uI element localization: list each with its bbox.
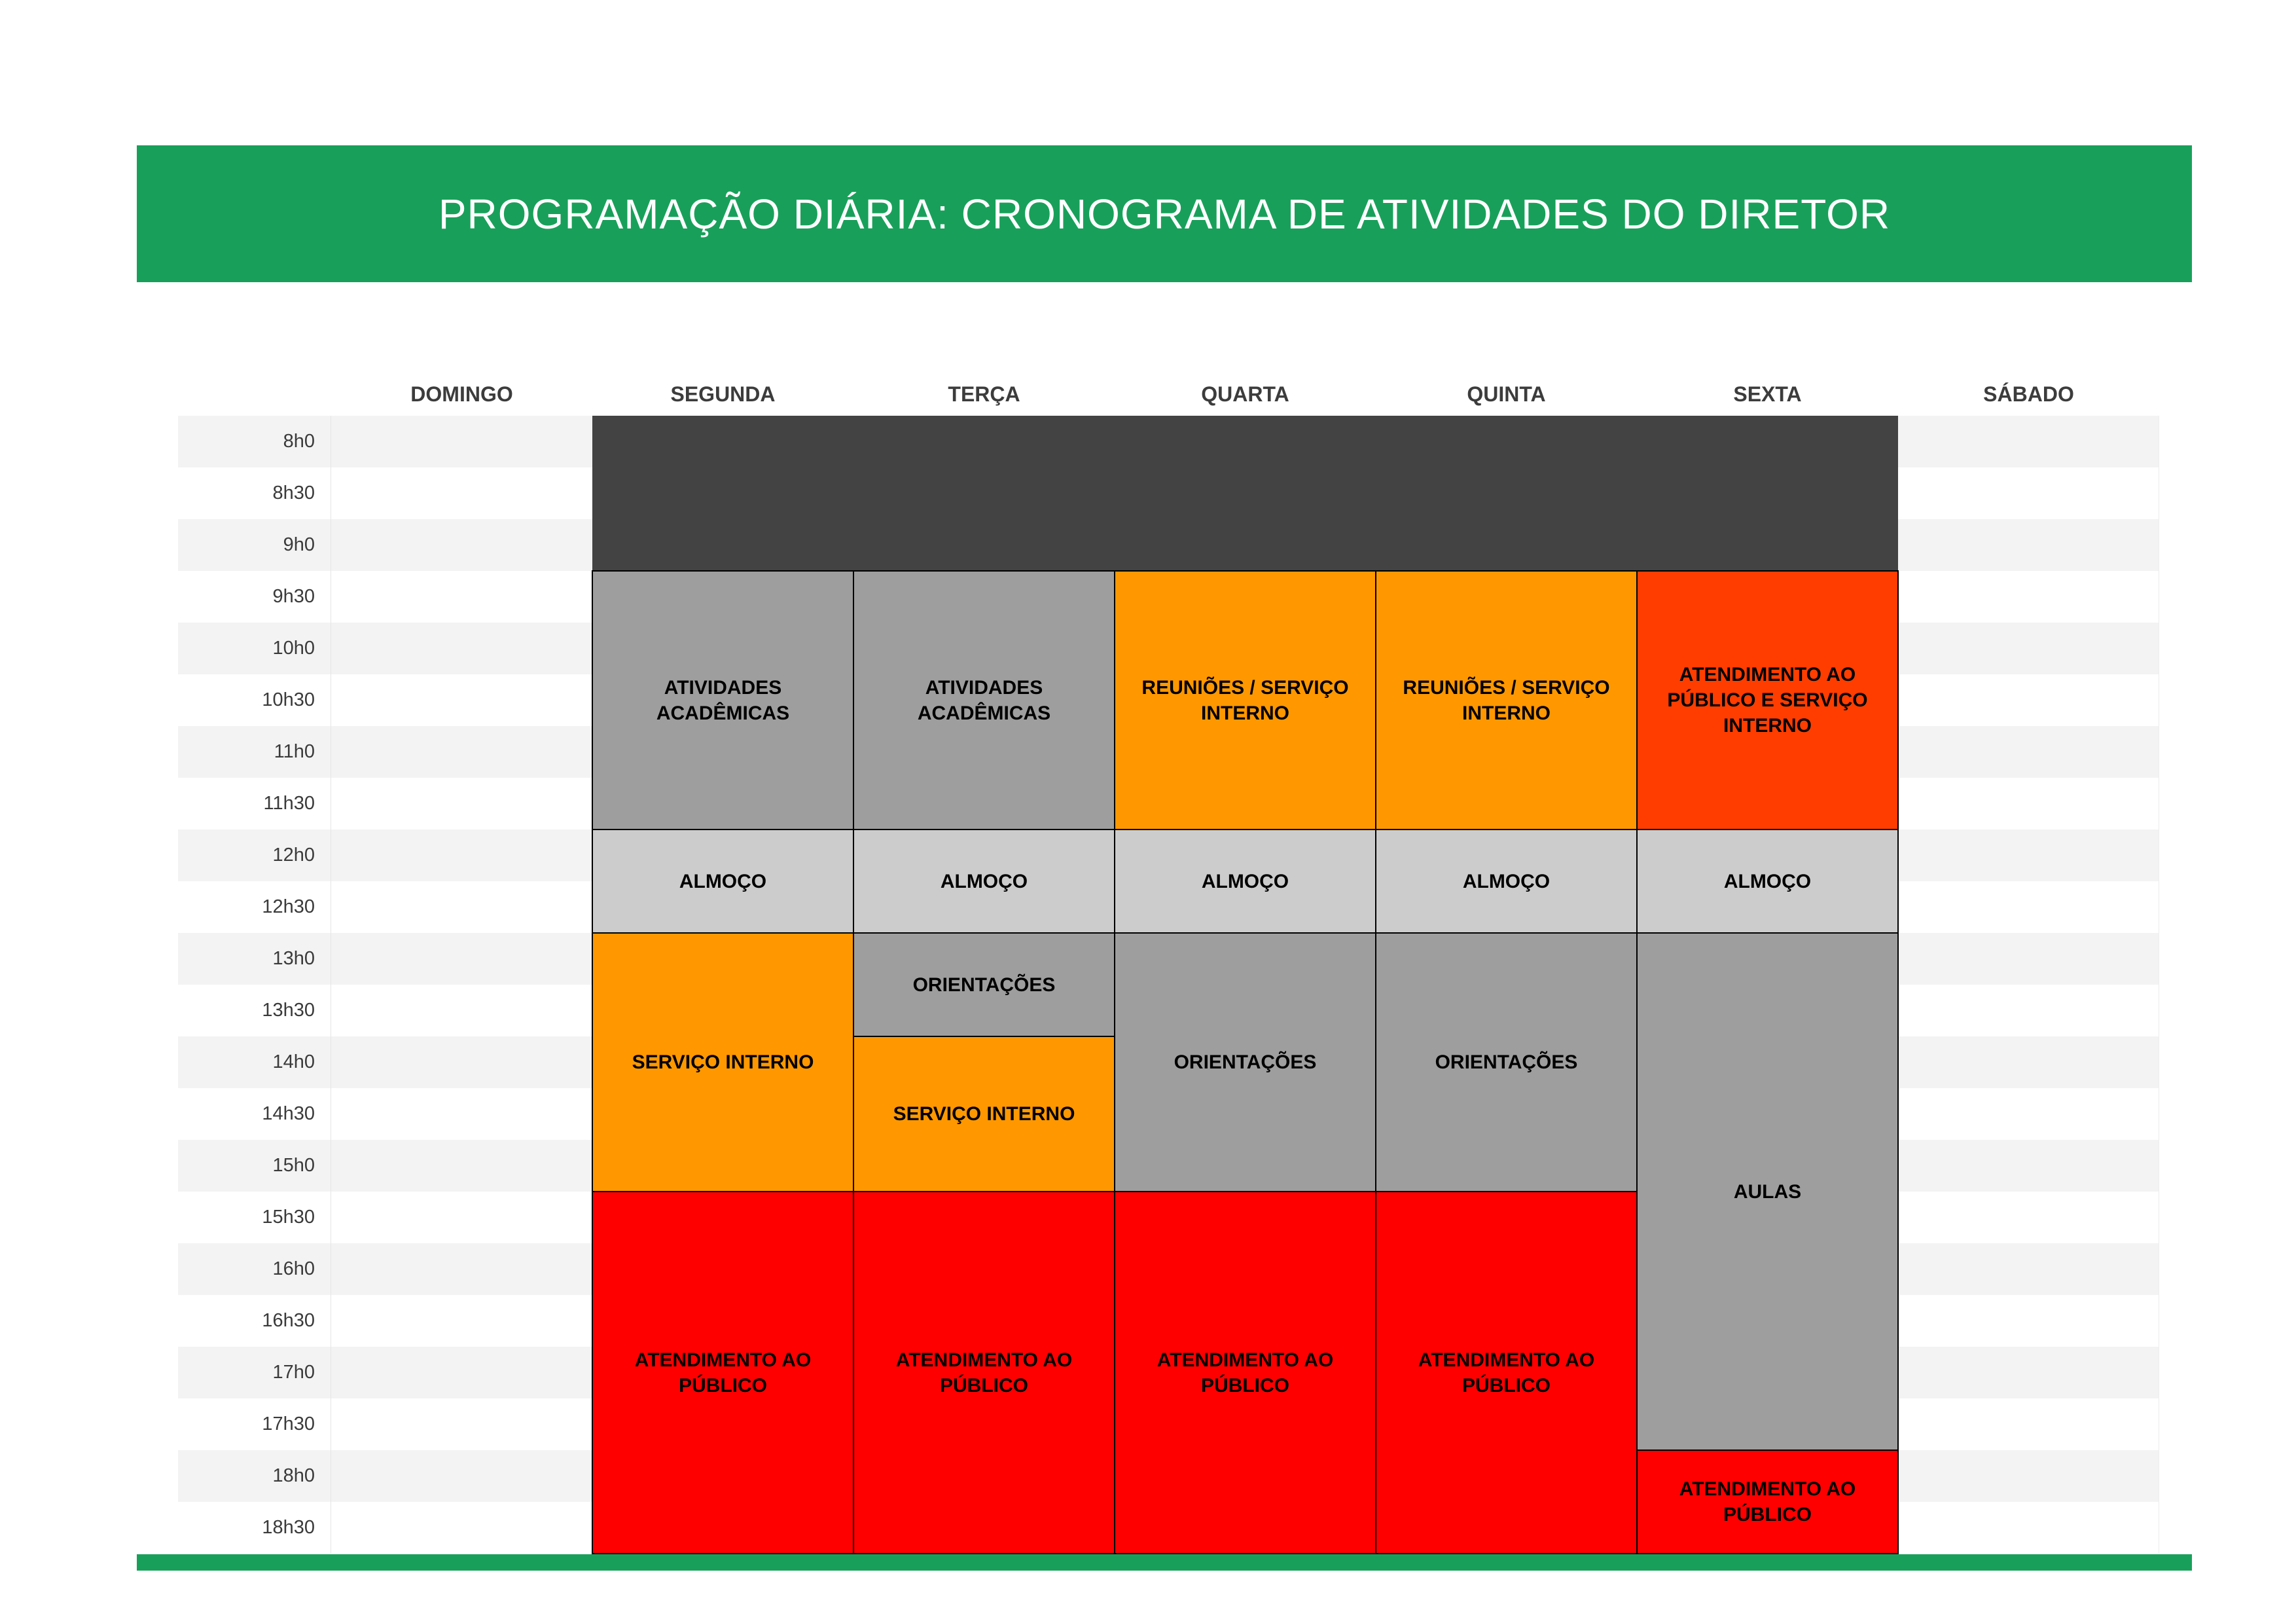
- weekly-schedule-grid: DOMINGO SEGUNDA TERÇA QUARTA QUINTA SEXTA SÁBA…: [178, 370, 2159, 1554]
- day-header-quinta: QUINTA: [1376, 370, 1637, 416]
- schedule-block-segunda-servico-interno: SERVIÇO INTERNO: [592, 932, 854, 1192]
- schedule-block-label: ALMOÇO: [940, 870, 1028, 892]
- time-label-10h30: 10h30: [178, 674, 331, 726]
- schedule-block-label: SERVIÇO INTERNO: [632, 1051, 814, 1073]
- day-header-segunda: SEGUNDA: [592, 370, 853, 416]
- schedule-block-label: ALMOÇO: [679, 870, 767, 892]
- time-label-12h30: 12h30: [178, 881, 331, 933]
- time-label-16h0: 16h0: [178, 1243, 331, 1295]
- schedule-block-label: REUNIÕES / SERVIÇO INTERNO: [1141, 676, 1349, 724]
- title-banner: PROGRAMAÇÃO DIÁRIA: CRONOGRAMA DE ATIVID…: [137, 145, 2192, 282]
- time-label-10h0: 10h0: [178, 623, 331, 674]
- schedule-block-quarta-atendimento-publico: ATENDIMENTO AO PÚBLICO: [1114, 1191, 1376, 1554]
- schedule-block-label: ATIVIDADES ACADÊMICAS: [917, 676, 1051, 724]
- schedule-block-label: AULAS: [1733, 1180, 1802, 1203]
- schedule-block-label: REUNIÕES / SERVIÇO INTERNO: [1403, 676, 1610, 724]
- schedule-block-terca-atendimento-publico: ATENDIMENTO AO PÚBLICO: [853, 1191, 1115, 1554]
- schedule-block-sexta-almoco: ALMOÇO: [1636, 829, 1899, 934]
- time-label-18h30: 18h30: [178, 1502, 331, 1554]
- schedule-block-sexta-atendimento-publico: ATENDIMENTO AO PÚBLICO: [1636, 1450, 1899, 1554]
- day-header-quarta: QUARTA: [1115, 370, 1376, 416]
- time-label-13h30: 13h30: [178, 985, 331, 1036]
- time-label-9h30: 9h30: [178, 571, 331, 623]
- schedule-block-segunda-atividades-academicas: ATIVIDADES ACADÊMICAS: [592, 570, 854, 830]
- schedule-block-label: ORIENTAÇÕES: [1174, 1051, 1317, 1073]
- schedule-block-label: ATENDIMENTO AO PÚBLICO: [1679, 1478, 1856, 1525]
- schedule-block-terca-servico-interno: SERVIÇO INTERNO: [853, 1036, 1115, 1192]
- day-header-terça: TERÇA: [853, 370, 1115, 416]
- time-label-14h0: 14h0: [178, 1036, 331, 1088]
- schedule-block-terca-almoco: ALMOÇO: [853, 829, 1115, 934]
- time-label-15h30: 15h30: [178, 1192, 331, 1243]
- time-label-11h30: 11h30: [178, 778, 331, 830]
- schedule-block-sexta-atendimento-publico-servico-interno: ATENDIMENTO AO PÚBLICO E SERVIÇO INTERNO: [1636, 570, 1899, 830]
- time-label-8h30: 8h30: [178, 467, 331, 519]
- schedule-block-segunda-almoco: ALMOÇO: [592, 829, 854, 934]
- schedule-block-label: ATIVIDADES ACADÊMICAS: [656, 676, 790, 724]
- schedule-block-terca-orientacoes: ORIENTAÇÕES: [853, 932, 1115, 1037]
- schedule-block-label: ATENDIMENTO AO PÚBLICO: [634, 1349, 812, 1396]
- bottom-green-bar: [137, 1554, 2192, 1571]
- page-title: PROGRAMAÇÃO DIÁRIA: CRONOGRAMA DE ATIVID…: [438, 190, 1891, 238]
- time-label-13h0: 13h0: [178, 933, 331, 985]
- schedule-block-quinta-almoco: ALMOÇO: [1375, 829, 1638, 934]
- time-label-17h0: 17h0: [178, 1347, 331, 1398]
- time-label-12h0: 12h0: [178, 830, 331, 881]
- time-label-18h0: 18h0: [178, 1450, 331, 1502]
- schedule-block-blocked-early-morning: [592, 416, 1898, 571]
- schedule-block-quinta-atendimento-publico: ATENDIMENTO AO PÚBLICO: [1375, 1191, 1638, 1554]
- schedule-block-quarta-reunioes-servico-interno: REUNIÕES / SERVIÇO INTERNO: [1114, 570, 1376, 830]
- time-label-16h30: 16h30: [178, 1295, 331, 1347]
- schedule-block-quinta-reunioes-servico-interno: REUNIÕES / SERVIÇO INTERNO: [1375, 570, 1638, 830]
- day-header-sábado: SÁBADO: [1898, 370, 2159, 416]
- schedule-block-sexta-aulas: AULAS: [1636, 932, 1899, 1451]
- schedule-block-label: ATENDIMENTO AO PÚBLICO: [1418, 1349, 1595, 1396]
- schedule-block-label: ATENDIMENTO AO PÚBLICO: [1157, 1349, 1334, 1396]
- schedule-block-label: ALMOÇO: [1462, 870, 1551, 892]
- day-header-sexta: SEXTA: [1637, 370, 1898, 416]
- schedule-block-quarta-almoco: ALMOÇO: [1114, 829, 1376, 934]
- schedule-block-label: ORIENTAÇÕES: [1435, 1051, 1578, 1073]
- schedule-block-quarta-orientacoes: ORIENTAÇÕES: [1114, 932, 1376, 1192]
- schedule-block-label: ORIENTAÇÕES: [912, 974, 1056, 996]
- schedule-block-terca-atividades-academicas: ATIVIDADES ACADÊMICAS: [853, 570, 1115, 830]
- time-label-17h30: 17h30: [178, 1398, 331, 1450]
- time-label-14h30: 14h30: [178, 1088, 331, 1140]
- schedule-block-label: ALMOÇO: [1201, 870, 1289, 892]
- time-label-8h0: 8h0: [178, 416, 331, 467]
- schedule-block-label: SERVIÇO INTERNO: [893, 1103, 1075, 1125]
- schedule-block-label: ATENDIMENTO AO PÚBLICO E SERVIÇO INTERNO: [1667, 664, 1868, 737]
- schedule-block-label: ATENDIMENTO AO PÚBLICO: [895, 1349, 1073, 1396]
- time-label-9h0: 9h0: [178, 519, 331, 571]
- time-label-15h0: 15h0: [178, 1140, 331, 1192]
- time-label-11h0: 11h0: [178, 726, 331, 778]
- day-header-domingo: DOMINGO: [331, 370, 592, 416]
- schedule-block-quinta-orientacoes: ORIENTAÇÕES: [1375, 932, 1638, 1192]
- schedule-block-label: ALMOÇO: [1723, 870, 1812, 892]
- schedule-block-segunda-atendimento-publico: ATENDIMENTO AO PÚBLICO: [592, 1191, 854, 1554]
